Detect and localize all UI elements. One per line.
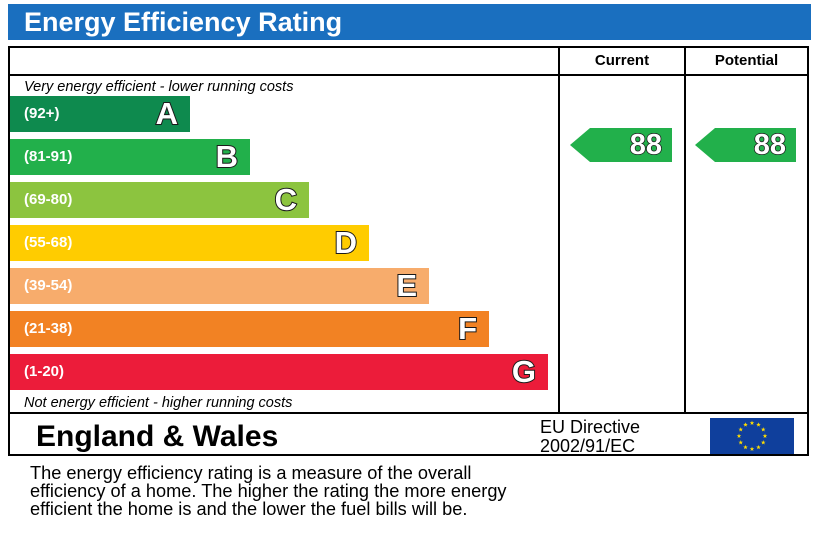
eu-star-icon — [760, 440, 766, 445]
chart-title: Energy Efficiency Rating — [24, 7, 343, 37]
description-line-3: efficient the home is and the lower the … — [30, 499, 468, 519]
band-g: (1-20) G — [10, 353, 548, 390]
eu-star-icon — [738, 440, 744, 445]
band-g-letter: G — [511, 353, 537, 390]
band-a-letter: A — [155, 95, 179, 132]
eu-star-icon — [749, 446, 755, 451]
eu-star-icon — [743, 422, 748, 427]
band-d-range: (55-68) — [24, 234, 73, 251]
rating-frame: Current Potential Very energy efficient … — [8, 46, 809, 456]
potential-rating-value: 88 — [753, 128, 787, 162]
eu-star-icon — [738, 427, 744, 432]
bottom-note: Not energy efficient - higher running co… — [24, 395, 293, 411]
band-e: (39-54) E — [10, 267, 429, 304]
band-c: (69-80) C — [10, 181, 309, 218]
band-d: (55-68) D — [10, 224, 369, 261]
potential-column-header: Potential — [714, 52, 779, 69]
current-arrow-shape — [570, 128, 672, 162]
eu-star-icon — [756, 422, 761, 427]
eu-flag-icon — [710, 418, 794, 454]
band-c-range: (69-80) — [24, 191, 73, 208]
band-b-letter: B — [215, 138, 239, 175]
region-label: England & Wales — [36, 420, 279, 453]
title-bar: Energy Efficiency Rating — [8, 4, 811, 40]
footer-divider — [10, 412, 807, 414]
band-f: (21-38) F — [10, 310, 489, 347]
eu-star-icon — [736, 433, 742, 438]
band-b: (81-91) B — [10, 138, 250, 175]
band-d-letter: D — [334, 224, 358, 261]
eu-star-icon — [756, 444, 761, 450]
eu-star-icon — [762, 433, 768, 438]
eu-directive-line2: 2002/91/EC — [540, 436, 636, 456]
band-g-range: (1-20) — [24, 363, 65, 380]
divider-current-potential — [684, 48, 686, 414]
top-note: Very energy efficient - lower running co… — [24, 79, 294, 95]
band-b-range: (81-91) — [24, 148, 73, 165]
eu-star-icon — [749, 420, 755, 425]
eu-directive-line1: EU Directive — [540, 417, 641, 437]
band-e-range: (39-54) — [24, 277, 73, 294]
divider-bands-current — [558, 48, 560, 414]
eu-star-icon — [760, 427, 766, 432]
band-a-range: (92+) — [24, 105, 60, 122]
header-underline — [10, 74, 807, 76]
band-f-range: (21-38) — [24, 320, 73, 337]
current-column-header: Current — [594, 52, 650, 69]
description-line-2: efficiency of a home. The higher the rat… — [30, 481, 507, 501]
potential-arrow-shape — [695, 128, 796, 162]
description: The energy efficiency rating is a measur… — [30, 464, 810, 518]
eu-star-icon — [743, 444, 748, 450]
band-a: (92+) A — [10, 95, 190, 132]
band-f-letter: F — [457, 310, 478, 347]
potential-rating-arrow: 88 — [695, 128, 796, 162]
band-e-letter: E — [395, 267, 418, 304]
description-line-1: The energy efficiency rating is a measur… — [30, 463, 472, 483]
band-c-letter: C — [274, 181, 298, 218]
current-rating-value: 88 — [629, 128, 663, 162]
current-rating-arrow: 88 — [570, 128, 672, 162]
